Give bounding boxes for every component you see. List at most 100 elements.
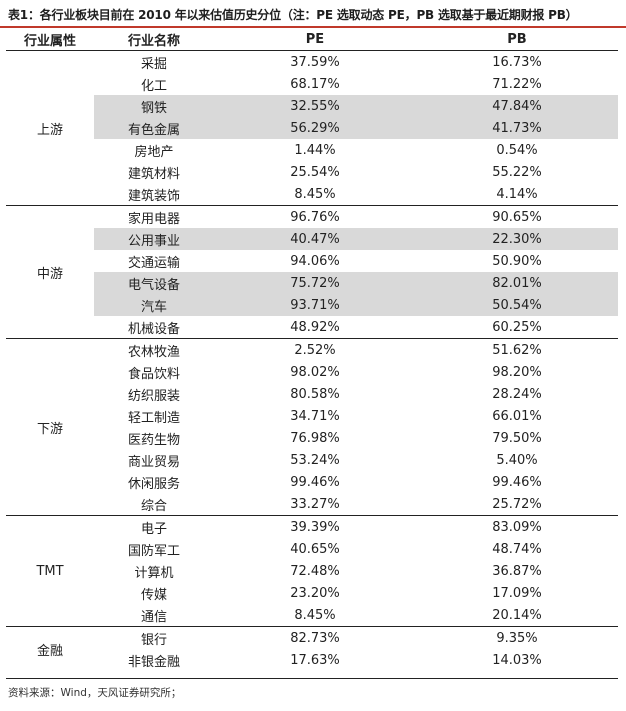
table-row: 纺织服装 80.58% 28.24% xyxy=(6,383,618,405)
industry-cell: 国防军工 xyxy=(127,543,180,559)
pb-cell: 28.24% xyxy=(492,386,542,402)
pe-cell: 48.92% xyxy=(290,319,340,335)
table-body: 上游 采掘 37.59% 16.73% 化工 68.17% 71.22% 钢铁 32.55% 47… xyxy=(6,50,618,671)
industry-cell: 通信 xyxy=(140,609,167,625)
table-row: 化工 68.17% 71.22% xyxy=(6,73,618,95)
industry-cell: 钢铁 xyxy=(94,95,214,117)
table-row: 有色金属 56.29% 41.73% xyxy=(6,117,618,139)
pe-cell: 8.45% xyxy=(294,607,336,623)
pb-cell: 25.72% xyxy=(492,496,542,512)
pe-cell: 72.48% xyxy=(290,563,340,579)
pe-cell: 25.54% xyxy=(290,164,340,180)
table-row: 中游 家用电器 96.76% 90.65% xyxy=(6,205,618,339)
table-row: 钢铁 32.55% 47.84% xyxy=(6,95,618,117)
pe-cell: 94.06% xyxy=(290,253,340,269)
table-row: 医药生物 76.98% 79.50% xyxy=(6,427,618,449)
pb-cell: 50.90% xyxy=(492,253,542,269)
group-name-cell: 中游 xyxy=(6,205,94,339)
table-row: 房地产 1.44% 0.54% xyxy=(6,139,618,161)
pe-cell: 1.44% xyxy=(294,142,336,158)
industry-cell: 电气设备 xyxy=(94,272,214,294)
table-row: 公用事业 40.47% 22.30% xyxy=(6,228,618,250)
industry-cell: 公用事业 xyxy=(94,228,214,250)
pe-cell: 76.98% xyxy=(290,430,340,446)
header-pe: PE xyxy=(214,28,416,51)
table-row: 商业贸易 53.24% 5.40% xyxy=(6,449,618,471)
pb-cell: 47.84% xyxy=(416,95,618,117)
table-row: 传媒 23.20% 17.09% xyxy=(6,582,618,604)
table-row: 非银金融 17.63% 14.03% xyxy=(6,649,618,671)
pe-cell: 96.76% xyxy=(214,205,416,228)
industry-cell: 建筑装饰 xyxy=(127,188,180,204)
pb-cell: 0.54% xyxy=(496,142,538,158)
industry-cell: 交通运输 xyxy=(127,255,180,271)
industry-cell: 汽车 xyxy=(94,294,214,316)
pb-cell: 51.62% xyxy=(416,338,618,361)
industry-cell: 休闲服务 xyxy=(127,476,180,492)
pe-cell: 75.72% xyxy=(214,272,416,294)
table-row: 计算机 72.48% 36.87% xyxy=(6,560,618,582)
pb-cell: 55.22% xyxy=(492,164,542,180)
pb-cell: 90.65% xyxy=(416,205,618,228)
table-row: 建筑材料 25.54% 55.22% xyxy=(6,161,618,183)
pe-cell: 98.02% xyxy=(290,364,340,380)
table-row: 交通运输 94.06% 50.90% xyxy=(6,250,618,272)
header-group: 行业属性 xyxy=(6,28,94,51)
table-title: 表1：各行业板块目前在 2010 年以来估值历史分位（注：PE 选取动态 PE，… xyxy=(8,8,578,22)
pe-cell: 17.63% xyxy=(290,652,340,668)
industry-cell: 有色金属 xyxy=(94,117,214,139)
industry-cell: 银行 xyxy=(94,626,214,649)
pb-cell: 79.50% xyxy=(492,430,542,446)
pb-cell: 98.20% xyxy=(492,364,542,380)
industry-cell: 食品饮料 xyxy=(127,366,180,382)
industry-cell: 综合 xyxy=(140,498,167,514)
industry-cell: 商业贸易 xyxy=(127,454,180,470)
industry-cell: 房地产 xyxy=(134,144,174,160)
industry-cell: 化工 xyxy=(140,78,167,94)
industry-cell: 采掘 xyxy=(94,50,214,73)
pb-cell: 83.09% xyxy=(416,515,618,538)
pb-cell: 66.01% xyxy=(492,408,542,424)
group-name-cell: TMT xyxy=(6,515,94,627)
table-row: 食品饮料 98.02% 98.20% xyxy=(6,361,618,383)
pb-cell: 20.14% xyxy=(492,607,542,623)
footer-rule xyxy=(6,678,618,679)
pb-cell: 50.54% xyxy=(416,294,618,316)
pe-cell: 39.39% xyxy=(214,515,416,538)
valuation-table: 行业属性 行业名称 PE PB 上游 采掘 37.59% 16.73% 化工 68.17%… xyxy=(6,28,618,671)
industry-cell: 纺织服装 xyxy=(127,388,180,404)
table-row: 下游 农林牧渔 2.52% 51.62% xyxy=(6,338,618,516)
pe-cell: 23.20% xyxy=(290,585,340,601)
pb-cell: 60.25% xyxy=(492,319,542,335)
pe-cell: 33.27% xyxy=(290,496,340,512)
pb-cell: 41.73% xyxy=(416,117,618,139)
pe-cell: 40.47% xyxy=(214,228,416,250)
pe-cell: 99.46% xyxy=(290,474,340,490)
pe-cell: 68.17% xyxy=(290,76,340,92)
pb-cell: 99.46% xyxy=(492,474,542,490)
table-row: 机械设备 48.92% 60.25% xyxy=(6,316,618,339)
pe-cell: 80.58% xyxy=(290,386,340,402)
pb-cell: 4.14% xyxy=(496,186,538,202)
title-rule xyxy=(0,26,626,28)
table-row: 建筑装饰 8.45% 4.14% xyxy=(6,183,618,206)
group-name-cell: 金融 xyxy=(6,626,94,671)
header-pb: PB xyxy=(416,28,618,51)
pb-cell: 9.35% xyxy=(416,626,618,649)
pb-cell: 22.30% xyxy=(416,228,618,250)
table-row: 电气设备 75.72% 82.01% xyxy=(6,272,618,294)
pb-cell: 5.40% xyxy=(496,452,538,468)
industry-cell: 机械设备 xyxy=(127,321,180,337)
industry-cell: 计算机 xyxy=(134,565,174,581)
pb-cell: 82.01% xyxy=(416,272,618,294)
pe-cell: 8.45% xyxy=(294,186,336,202)
industry-cell: 传媒 xyxy=(140,587,167,603)
pe-cell: 32.55% xyxy=(214,95,416,117)
industry-cell: 轻工制造 xyxy=(127,410,180,426)
industry-cell: 非银金融 xyxy=(127,654,180,670)
table-row: 综合 33.27% 25.72% xyxy=(6,493,618,516)
pe-cell: 82.73% xyxy=(214,626,416,649)
pb-cell: 14.03% xyxy=(492,652,542,668)
pe-cell: 93.71% xyxy=(214,294,416,316)
table-row: 汽车 93.71% 50.54% xyxy=(6,294,618,316)
